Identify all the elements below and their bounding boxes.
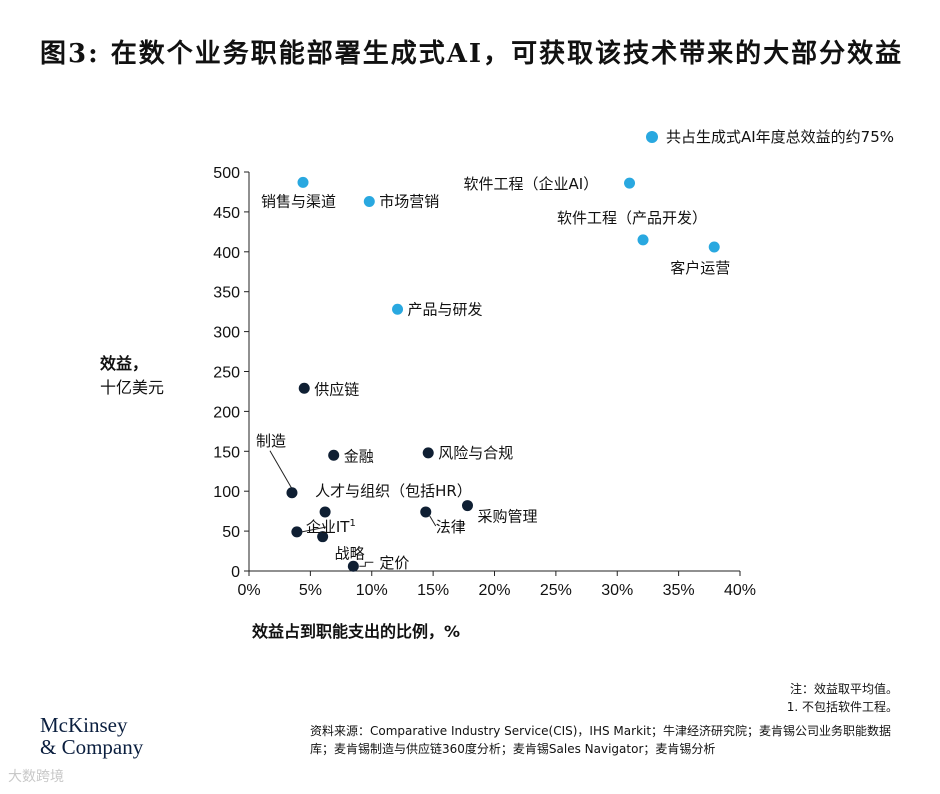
x-tick-label: 5% <box>299 582 322 599</box>
chart-title: 图3: 在数个业务职能部署生成式AI，可获取该技术带来的大部分效益 <box>40 39 904 69</box>
point-label: 采购管理 <box>477 508 537 526</box>
data-point <box>624 177 636 189</box>
legend-marker <box>645 130 658 143</box>
point-label: 战略 <box>335 545 365 563</box>
x-tick-label: 0% <box>237 582 260 599</box>
data-point <box>328 449 340 461</box>
point-label: 风险与合规 <box>438 444 513 462</box>
data-point <box>461 500 473 512</box>
y-axis-label-main: 效益， <box>100 354 149 373</box>
point-label: 人才与组织（包括HR） <box>315 482 472 500</box>
data-point <box>420 506 432 518</box>
footnote-marker: 1 <box>349 518 355 529</box>
y-tick-label: 450 <box>213 205 240 222</box>
leader-line <box>359 561 374 567</box>
point-label: 销售与渠道 <box>261 192 336 210</box>
data-point <box>297 176 309 188</box>
data-point <box>291 526 303 538</box>
point-label: 市场营销 <box>379 193 439 211</box>
point-labels: 销售与渠道 市场营销 软件工程（企业AI） 软件工程（产品开发） 客户运营产品与研发供应… <box>256 175 730 572</box>
axes <box>244 171 741 576</box>
tick-labels: 0 50 100 150 200 250 300 350 400 450 500 0% 5% 10% 15%… <box>213 165 756 599</box>
x-tick-label: 25% <box>540 582 572 599</box>
y-tick-label: 50 <box>222 524 240 541</box>
y-tick-label: 200 <box>213 404 240 421</box>
note-2: 1. 不包括软件工程。 <box>786 700 898 714</box>
data-point <box>637 234 649 246</box>
note-1: 注：效益取平均值。 <box>789 682 898 696</box>
leader-line <box>269 450 293 490</box>
y-axis-label-unit: 十亿美元 <box>100 378 165 397</box>
point-label: 软件工程（产品开发） <box>557 209 707 227</box>
logo-line-1: McKinsey <box>40 713 128 737</box>
y-axis-label: 效益， 十亿美元 <box>100 352 164 400</box>
y-tick-label: 250 <box>213 365 240 382</box>
leader-line <box>301 526 327 533</box>
x-tick-label: 10% <box>356 582 388 599</box>
point-label: 企业IT1 <box>306 518 356 536</box>
point-label: 客户运营 <box>670 259 730 277</box>
point-label: 供应链 <box>314 380 359 398</box>
data-point <box>708 241 720 253</box>
point-label: 软件工程（企业AI） <box>464 175 599 193</box>
notes: 注：效益取平均值。 1. 不包括软件工程。 <box>787 680 898 716</box>
data-point <box>317 531 329 543</box>
y-tick-label: 100 <box>213 484 240 501</box>
data-points <box>286 176 720 572</box>
data-point <box>286 487 298 499</box>
point-label: 制造 <box>256 432 286 450</box>
leader-line <box>429 515 437 527</box>
x-tick-label: 20% <box>478 582 510 599</box>
data-point <box>363 196 375 208</box>
x-tick-label: 40% <box>724 582 756 599</box>
y-tick-label: 350 <box>213 285 240 302</box>
x-tick-label: 35% <box>663 582 695 599</box>
y-tick-label: 0 <box>231 564 240 581</box>
y-tick-label: 500 <box>213 165 240 182</box>
data-point <box>347 560 359 572</box>
y-tick-label: 150 <box>213 444 240 461</box>
data-point <box>298 382 310 394</box>
mckinsey-logo: McKinsey & Company <box>40 714 143 758</box>
logo-line-2: & Company <box>40 735 144 759</box>
watermark: 大数跨境 <box>8 769 64 785</box>
y-tick-label: 300 <box>213 325 240 342</box>
data-point <box>392 303 404 315</box>
data-point <box>422 447 434 459</box>
source-text: 资料来源：Comparative Industry Service(CIS)，I… <box>310 724 892 756</box>
point-label: 法律 <box>436 518 466 536</box>
point-label: 产品与研发 <box>408 300 483 318</box>
leader-lines <box>269 450 437 567</box>
legend-label: 共占生成式AI年度总效益的约75% <box>665 128 894 146</box>
legend: 共占生成式AI年度总效益的约75% <box>645 126 894 147</box>
x-tick-label: 15% <box>417 582 449 599</box>
x-axis-label: 效益占到职能支出的比例，% <box>252 622 461 641</box>
point-label: 金融 <box>344 447 374 465</box>
y-tick-label: 400 <box>213 245 240 262</box>
point-label: 定价 <box>379 554 409 572</box>
x-tick-label: 30% <box>601 582 633 599</box>
data-point <box>319 506 331 518</box>
